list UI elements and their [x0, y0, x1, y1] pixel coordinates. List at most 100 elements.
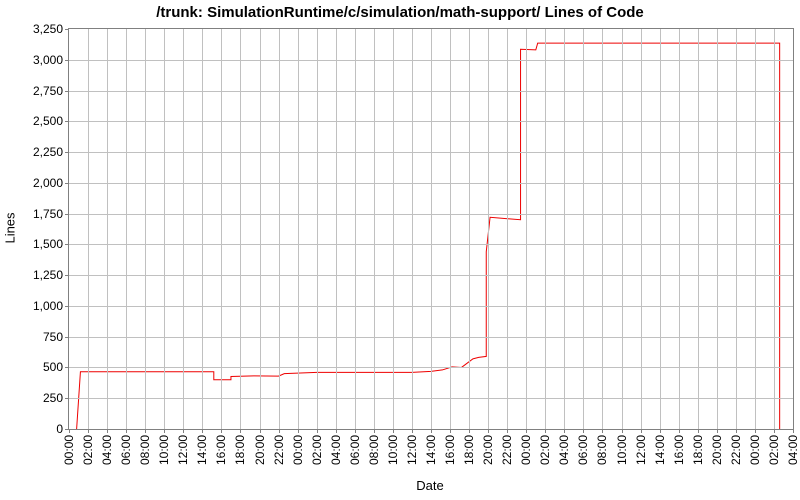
y-axis-label: Lines — [3, 212, 18, 243]
x-tick-label: 16:00 — [214, 435, 228, 465]
x-tick-label: 02:00 — [538, 435, 552, 465]
y-tick-label: 500 — [43, 360, 63, 374]
plot-area: 02505007501,0001,2501,5001,7502,0002,250… — [68, 28, 794, 430]
x-tick-label: 08:00 — [367, 435, 381, 465]
y-tick-label: 3,250 — [33, 22, 63, 36]
grid-line-v — [679, 29, 680, 429]
y-tick-label: 2,000 — [33, 176, 63, 190]
x-tick-label: 04:00 — [786, 435, 800, 465]
x-tick-label: 08:00 — [138, 435, 152, 465]
x-tick-label: 14:00 — [424, 435, 438, 465]
grid-line-v — [488, 29, 489, 429]
x-tick-mark — [564, 429, 565, 433]
x-tick-mark — [736, 429, 737, 433]
x-tick-label: 04:00 — [100, 435, 114, 465]
grid-line-v — [126, 29, 127, 429]
y-tick-label: 1,250 — [33, 268, 63, 282]
x-tick-mark — [88, 429, 89, 433]
x-tick-mark — [622, 429, 623, 433]
grid-line-v — [774, 29, 775, 429]
x-tick-mark — [317, 429, 318, 433]
x-tick-mark — [755, 429, 756, 433]
grid-line-v — [564, 29, 565, 429]
y-tick-mark — [65, 121, 69, 122]
y-tick-label: 1,750 — [33, 207, 63, 221]
x-tick-label: 22:00 — [272, 435, 286, 465]
x-tick-mark — [450, 429, 451, 433]
y-tick-mark — [65, 29, 69, 30]
x-tick-label: 02:00 — [767, 435, 781, 465]
x-tick-label: 22:00 — [729, 435, 743, 465]
grid-line-v — [602, 29, 603, 429]
grid-line-v — [374, 29, 375, 429]
y-tick-mark — [65, 398, 69, 399]
x-tick-mark — [431, 429, 432, 433]
x-tick-mark — [774, 429, 775, 433]
x-tick-label: 06:00 — [348, 435, 362, 465]
grid-line-v — [622, 29, 623, 429]
x-tick-mark — [793, 429, 794, 433]
y-tick-mark — [65, 367, 69, 368]
y-tick-label: 1,000 — [33, 299, 63, 313]
x-tick-mark — [279, 429, 280, 433]
grid-line-v — [107, 29, 108, 429]
x-tick-label: 06:00 — [576, 435, 590, 465]
x-tick-label: 10:00 — [615, 435, 629, 465]
x-tick-label: 04:00 — [557, 435, 571, 465]
x-tick-label: 22:00 — [500, 435, 514, 465]
x-tick-label: 18:00 — [691, 435, 705, 465]
x-tick-label: 00:00 — [62, 435, 76, 465]
x-tick-mark — [602, 429, 603, 433]
grid-line-v — [717, 29, 718, 429]
grid-line-v — [202, 29, 203, 429]
x-tick-mark — [469, 429, 470, 433]
x-tick-label: 16:00 — [672, 435, 686, 465]
chart-container: /trunk: SimulationRuntime/c/simulation/m… — [0, 0, 800, 500]
grid-line-v — [221, 29, 222, 429]
x-tick-label: 20:00 — [481, 435, 495, 465]
y-tick-label: 1,500 — [33, 237, 63, 251]
y-tick-mark — [65, 91, 69, 92]
x-tick-label: 08:00 — [595, 435, 609, 465]
x-tick-mark — [240, 429, 241, 433]
y-tick-mark — [65, 244, 69, 245]
x-tick-mark — [336, 429, 337, 433]
x-tick-mark — [393, 429, 394, 433]
y-tick-label: 2,750 — [33, 84, 63, 98]
y-tick-mark — [65, 214, 69, 215]
x-tick-label: 10:00 — [386, 435, 400, 465]
x-tick-mark — [717, 429, 718, 433]
x-tick-label: 12:00 — [405, 435, 419, 465]
x-tick-mark — [126, 429, 127, 433]
x-tick-mark — [164, 429, 165, 433]
x-tick-mark — [412, 429, 413, 433]
grid-line-v — [317, 29, 318, 429]
y-tick-label: 2,250 — [33, 145, 63, 159]
grid-line-v — [279, 29, 280, 429]
x-tick-label: 10:00 — [157, 435, 171, 465]
y-tick-label: 2,500 — [33, 114, 63, 128]
x-tick-label: 12:00 — [634, 435, 648, 465]
grid-line-v — [164, 29, 165, 429]
x-tick-mark — [260, 429, 261, 433]
data-series-line — [77, 43, 780, 429]
x-tick-label: 04:00 — [329, 435, 343, 465]
grid-line-v — [183, 29, 184, 429]
x-tick-label: 20:00 — [710, 435, 724, 465]
x-tick-mark — [221, 429, 222, 433]
x-tick-label: 00:00 — [748, 435, 762, 465]
grid-line-v — [260, 29, 261, 429]
y-tick-label: 250 — [43, 391, 63, 405]
grid-line-v — [298, 29, 299, 429]
y-tick-mark — [65, 60, 69, 61]
y-tick-label: 0 — [56, 422, 63, 436]
x-tick-label: 06:00 — [119, 435, 133, 465]
x-tick-label: 18:00 — [233, 435, 247, 465]
x-tick-mark — [374, 429, 375, 433]
grid-line-v — [393, 29, 394, 429]
x-tick-label: 14:00 — [653, 435, 667, 465]
y-tick-label: 3,000 — [33, 53, 63, 67]
x-tick-mark — [679, 429, 680, 433]
x-tick-label: 02:00 — [81, 435, 95, 465]
x-tick-mark — [698, 429, 699, 433]
